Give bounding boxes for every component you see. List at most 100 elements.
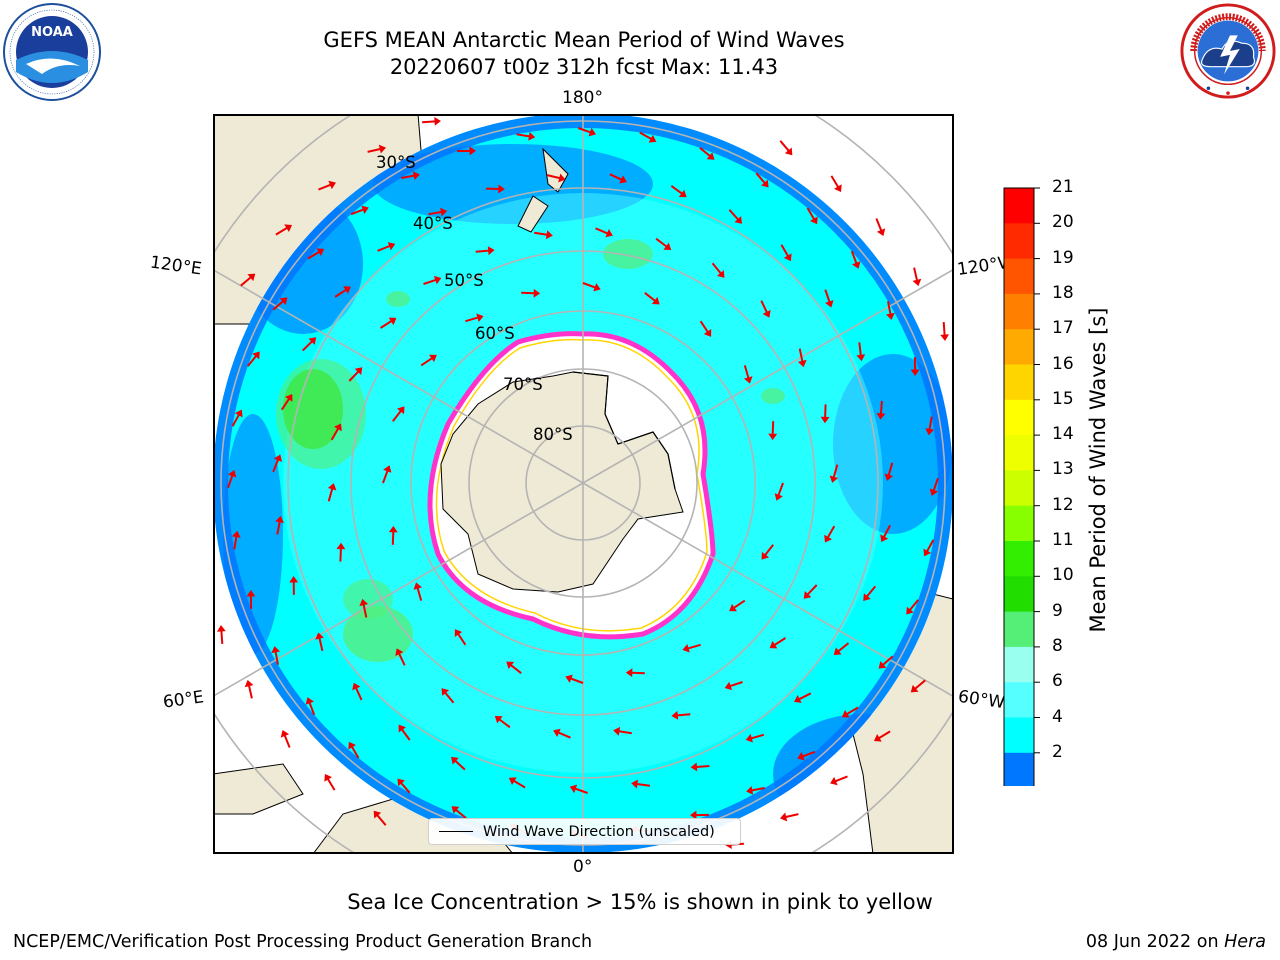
wind-arrow-head: [359, 598, 369, 607]
wind-arrow-head: [231, 530, 241, 538]
wind-arrow-shaft: [677, 713, 691, 717]
wind-arrow-head: [841, 710, 850, 718]
wind-arrow-shaft: [327, 778, 336, 791]
wind-arrow-head: [451, 806, 460, 814]
map-legend: Wind Wave Direction (unscaled): [428, 818, 741, 845]
colorbar-label: Mean Period of Wind Waves [s]: [1086, 307, 1110, 633]
wind-arrow-shaft: [699, 320, 709, 333]
wind-arrow-head: [398, 724, 406, 733]
wind-arrow-head: [227, 469, 237, 478]
wind-arrow-shaft: [428, 211, 442, 216]
wind-arrow-shaft: [733, 599, 746, 609]
wind-arrow-shaft: [280, 398, 290, 411]
wind-arrow-shaft: [928, 416, 933, 430]
wind-arrow-shaft: [401, 728, 411, 741]
wind-arrow-head: [825, 300, 834, 308]
wind-arrow-head: [774, 493, 783, 501]
new-zealand-land: [517, 147, 569, 233]
credit-date-host: 08 Jun 2022 on Hera: [1086, 932, 1266, 952]
wind-arrow-shaft: [339, 548, 342, 562]
wind-arrow-shaft: [942, 322, 946, 336]
wind-arrow-head: [651, 296, 660, 305]
noaa-logo-text: NOAA: [31, 25, 73, 40]
wind-arrow-shaft: [760, 300, 768, 313]
wind-arrow-head: [440, 207, 448, 217]
wind-arrow-shaft: [631, 671, 645, 675]
wind-arrow-shaft: [231, 414, 240, 427]
wind-arrow-head: [631, 779, 639, 789]
nws-logo: [1180, 3, 1276, 99]
wind-arrow-shaft: [751, 787, 765, 792]
wind-arrow-head: [324, 773, 332, 782]
wind-arrow-head: [533, 288, 541, 298]
wind-arrow-head: [336, 542, 346, 550]
colorbar-segment: [1004, 470, 1034, 507]
wind-arrow-shaft: [220, 630, 224, 644]
wind-arrow-shaft: [398, 653, 406, 666]
colorbar-tick-label: 19: [1052, 247, 1074, 268]
wind-arrow-head: [783, 253, 792, 262]
colorbar-segment: [1004, 717, 1034, 754]
wind-arrow-shaft: [275, 227, 288, 236]
wind-arrow-head: [779, 812, 788, 822]
colorbar-segment: [1004, 188, 1034, 224]
wind-arrow-shaft: [455, 809, 467, 819]
wind-arrow-shaft: [240, 276, 252, 287]
colorbar-tick-label: 13: [1052, 459, 1074, 480]
wind-arrow-shaft: [909, 599, 919, 611]
colorbar-tick-label: 8: [1052, 635, 1063, 656]
wind-arrow-head: [824, 534, 832, 543]
wind-arrow-head: [829, 776, 838, 786]
wind-arrow-shaft: [696, 765, 710, 768]
map-frame: [213, 114, 954, 854]
wind-arrow-shaft: [475, 249, 489, 253]
wind-arrow-head: [690, 762, 698, 772]
colorbar-segment: [1004, 223, 1034, 260]
wind-arrow-head: [508, 777, 517, 785]
wind-arrow-head: [678, 189, 687, 198]
wind-arrow-shaft: [400, 782, 411, 794]
wind-arrow-shaft: [351, 746, 360, 759]
wind-arrow-head: [545, 230, 553, 240]
wind-arrow-shaft: [272, 300, 284, 311]
colorbar-segment: [1004, 682, 1034, 718]
wind-arrow-shaft: [830, 175, 839, 188]
colorbar-segment: [1004, 576, 1034, 613]
colorbar-tick-label: 9: [1052, 600, 1063, 621]
wind-arrow-shaft: [355, 687, 363, 701]
wind-arrow-shaft: [582, 282, 596, 289]
wind-arrow-head: [315, 632, 324, 640]
wind-arrow-head: [234, 409, 243, 418]
wind-arrow-shaft: [570, 677, 584, 684]
colorbar-segment: [1004, 293, 1034, 330]
colorbar-segment: [1004, 399, 1034, 436]
wind-arrow-shaft: [595, 227, 608, 235]
colorbar-tick-label: 21: [1052, 177, 1074, 197]
wind-arrow-head: [397, 778, 405, 787]
colorbar-tick-label: 12: [1052, 494, 1074, 515]
wind-arrow-head: [912, 278, 922, 287]
wind-arrow-head: [768, 433, 778, 441]
wind-arrow-head: [487, 246, 495, 256]
wind-arrow-shaft: [392, 410, 402, 422]
wind-arrow-shaft: [362, 604, 368, 618]
colorbar-segment: [1004, 752, 1034, 786]
wind-arrow-head: [494, 715, 503, 724]
colorbar-segment: [1004, 435, 1034, 471]
wind-arrow-shaft: [670, 185, 683, 195]
wind-arrow-head: [252, 351, 260, 360]
wind-arrow-shaft: [771, 421, 775, 435]
colorbar-tick-label: 18: [1052, 282, 1074, 303]
wind-arrow-head: [762, 310, 771, 318]
wind-arrow-head: [434, 116, 441, 126]
wind-arrow-head: [528, 131, 536, 141]
wind-arrow-shaft: [764, 544, 774, 556]
credit-date: 08 Jun 2022 on: [1085, 932, 1219, 952]
wind-arrow-head: [308, 337, 317, 345]
colorbar-tick-label: 2: [1052, 741, 1063, 762]
wind-arrow-head: [833, 647, 842, 655]
wind-arrow-shaft: [558, 731, 571, 739]
wind-arrow-shaft: [318, 637, 324, 652]
wind-arrow-shaft: [850, 250, 858, 264]
lat-label-50: 50°S: [444, 271, 484, 290]
